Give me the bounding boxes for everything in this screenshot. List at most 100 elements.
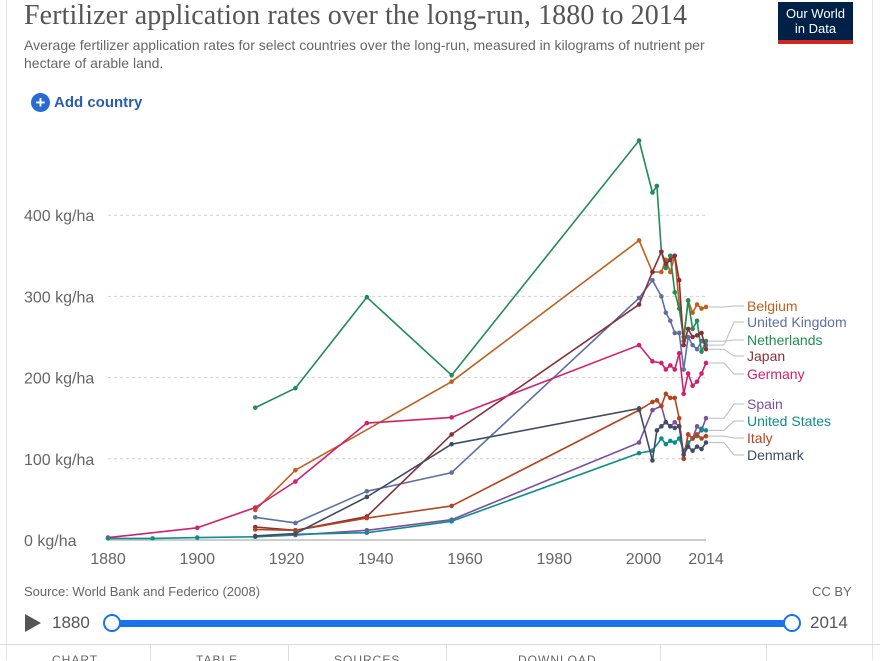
- data-point: [150, 536, 155, 541]
- data-point: [663, 265, 669, 271]
- data-point: [449, 415, 454, 420]
- data-point: [663, 419, 669, 425]
- data-point: [663, 367, 669, 372]
- timeline-start-handle[interactable]: [103, 614, 121, 632]
- logo-line-2: in Data: [794, 21, 837, 36]
- data-point: [667, 318, 673, 324]
- data-point: [685, 444, 691, 449]
- data-point: [650, 269, 655, 275]
- series-line: [255, 279, 707, 524]
- data-point: [672, 425, 678, 431]
- data-point: [364, 494, 370, 500]
- data-point: [636, 450, 642, 456]
- data-point: [699, 330, 704, 336]
- data-point: [449, 519, 454, 524]
- tab-table[interactable]: TABLE: [196, 653, 239, 661]
- data-point: [690, 436, 695, 441]
- x-tick-label: 1980: [536, 551, 572, 568]
- data-point: [252, 405, 258, 410]
- series-line: [107, 344, 707, 539]
- data-point: [676, 350, 682, 356]
- timeline-start-label: 1880: [52, 613, 90, 632]
- data-point: [194, 525, 200, 531]
- data-point: [293, 479, 298, 484]
- data-point: [699, 371, 704, 376]
- data-point: [364, 488, 370, 494]
- data-point: [650, 399, 655, 405]
- license-link[interactable]: CC BY: [812, 584, 852, 599]
- legend-label: Japan: [747, 348, 785, 364]
- data-point: [636, 138, 642, 143]
- legend-connector: [709, 403, 744, 419]
- data-point: [293, 527, 298, 533]
- timeline-end-handle[interactable]: [783, 614, 801, 632]
- x-tick-label: 1940: [358, 551, 394, 568]
- play-icon[interactable]: [25, 614, 41, 632]
- tab-chart[interactable]: CHART: [52, 653, 99, 661]
- timeline-track[interactable]: [112, 620, 792, 627]
- data-point: [663, 391, 669, 397]
- data-point: [676, 330, 682, 336]
- y-tick-label: 400 kg/ha: [24, 208, 94, 225]
- data-point: [703, 440, 709, 445]
- data-point: [703, 415, 709, 421]
- data-point: [252, 533, 258, 539]
- data-point: [667, 395, 673, 401]
- data-point: [690, 310, 695, 315]
- tab-sources[interactable]: SOURCES: [334, 653, 401, 661]
- data-point: [690, 342, 695, 348]
- data-point: [659, 424, 664, 429]
- data-point: [690, 326, 695, 332]
- data-point: [105, 536, 111, 541]
- legend-connector: [709, 420, 744, 431]
- tab-download[interactable]: DOWNLOAD: [518, 653, 597, 661]
- timeline-slider[interactable]: 1880 2014: [0, 608, 880, 638]
- logo-line-1: Our World: [786, 6, 845, 21]
- data-point: [703, 360, 709, 366]
- legend-label: Netherlands: [747, 332, 823, 348]
- data-point: [293, 531, 298, 536]
- data-point: [694, 333, 700, 338]
- add-country-button[interactable]: + Add country: [31, 91, 142, 113]
- data-point: [694, 432, 700, 437]
- owid-logo[interactable]: Our World in Data: [778, 2, 853, 44]
- data-point: [364, 515, 370, 521]
- data-point: [252, 527, 258, 532]
- data-point: [449, 432, 454, 437]
- tab-divider: [766, 645, 767, 661]
- data-point: [699, 349, 704, 354]
- legend-label: Italy: [747, 430, 773, 446]
- data-point: [672, 440, 678, 445]
- x-tick-label: 1900: [179, 551, 215, 568]
- tab-divider: [660, 645, 661, 661]
- data-point: [694, 424, 700, 429]
- data-point: [694, 302, 700, 307]
- data-point: [667, 363, 673, 368]
- data-point: [654, 183, 660, 189]
- data-point: [252, 505, 258, 510]
- data-point: [681, 367, 686, 372]
- data-point: [672, 253, 678, 259]
- data-point: [672, 367, 678, 372]
- legend-connector: [709, 305, 744, 308]
- data-point: [694, 318, 700, 324]
- data-point: [650, 190, 655, 195]
- data-point: [672, 330, 678, 336]
- data-point: [636, 406, 642, 411]
- frame-right-border: [872, 0, 873, 660]
- data-point: [636, 342, 642, 348]
- series-line: [254, 239, 707, 511]
- y-tick-label: 0 kg/ha: [24, 533, 77, 550]
- add-country-label: Add country: [54, 93, 143, 111]
- legend-label: Spain: [747, 396, 783, 412]
- data-point: [364, 420, 370, 426]
- data-point: [685, 371, 691, 376]
- x-tick-label: 2014: [688, 551, 724, 568]
- data-point: [703, 346, 709, 352]
- chart-subtitle: Average fertilizer application rates for…: [24, 37, 705, 71]
- x-tick-label: 1920: [269, 551, 305, 568]
- data-point: [703, 428, 709, 433]
- data-point: [636, 302, 642, 307]
- data-point: [293, 467, 298, 473]
- data-point: [676, 277, 682, 283]
